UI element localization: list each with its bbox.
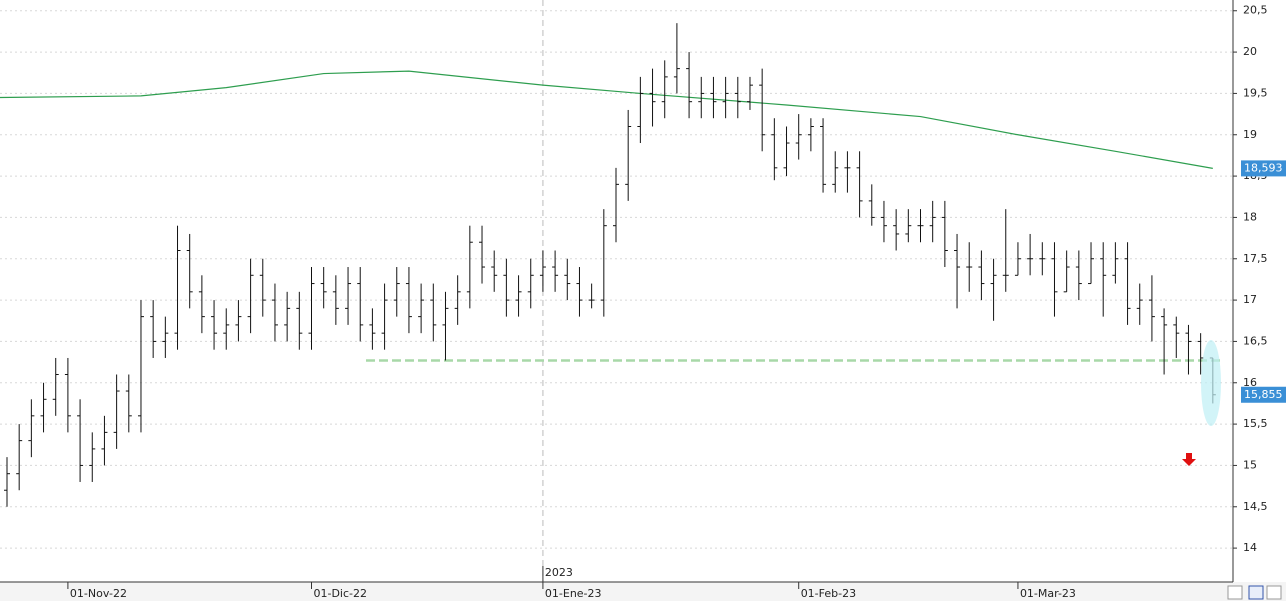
highlight-ellipse	[1201, 340, 1221, 426]
y-tick-label: 18	[1243, 210, 1257, 223]
y-tick-label: 16	[1243, 376, 1257, 389]
nav-button[interactable]	[1227, 585, 1243, 600]
x-tick-label: 01-Mar-23	[1020, 587, 1076, 600]
y-tick-label: 17,5	[1243, 252, 1268, 265]
x-tick-label: 01-Nov-22	[70, 587, 127, 600]
year-label: 2023	[545, 566, 573, 579]
y-tick-label: 20,5	[1243, 4, 1268, 17]
y-tick-label: 14	[1243, 541, 1257, 554]
y-tick-label: 19,5	[1243, 86, 1268, 99]
expand-button[interactable]	[1266, 585, 1282, 600]
y-tick-label: 20	[1243, 45, 1257, 58]
y-tick-label: 19	[1243, 128, 1257, 141]
moving-average-line	[0, 70, 1213, 169]
x-tick-label: 01-Dic-22	[314, 587, 368, 600]
down-arrow	[1182, 453, 1196, 466]
x-tick-label: 01-Feb-23	[801, 587, 856, 600]
x-tick-label: 01-Ene-23	[545, 587, 602, 600]
price-tag	[1241, 386, 1286, 403]
price-tag-label: 18,593	[1244, 161, 1283, 174]
price-tag-label: 15,855	[1244, 388, 1283, 401]
y-tick-label: 15,5	[1243, 417, 1268, 430]
save-button[interactable]	[1248, 585, 1264, 600]
y-tick-label: 16,5	[1243, 334, 1268, 347]
x-axis-bar	[0, 582, 1286, 601]
y-tick-label: 17	[1243, 293, 1257, 306]
y-tick-label: 14,5	[1243, 500, 1268, 513]
y-tick-label: 15	[1243, 458, 1257, 471]
price-tag	[1241, 160, 1286, 177]
